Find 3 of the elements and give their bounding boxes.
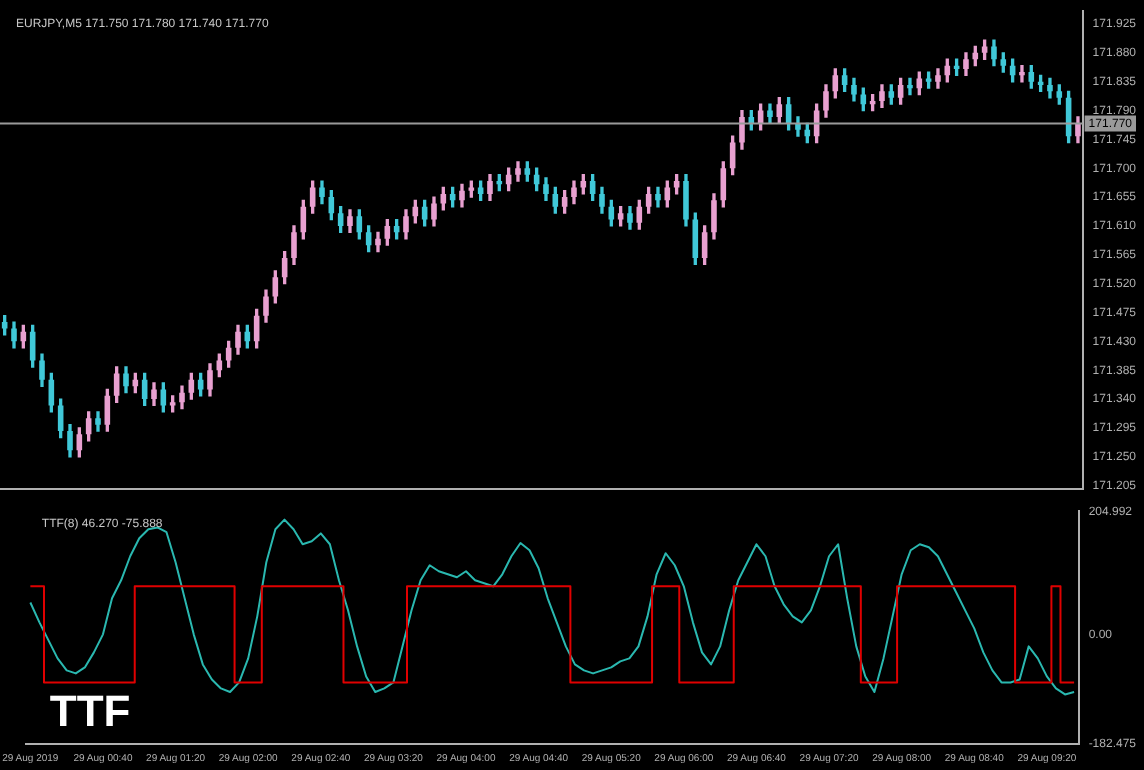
candlestick (1019, 65, 1025, 83)
candlestick (907, 77, 913, 96)
annotation: TTF (49, 686, 131, 737)
